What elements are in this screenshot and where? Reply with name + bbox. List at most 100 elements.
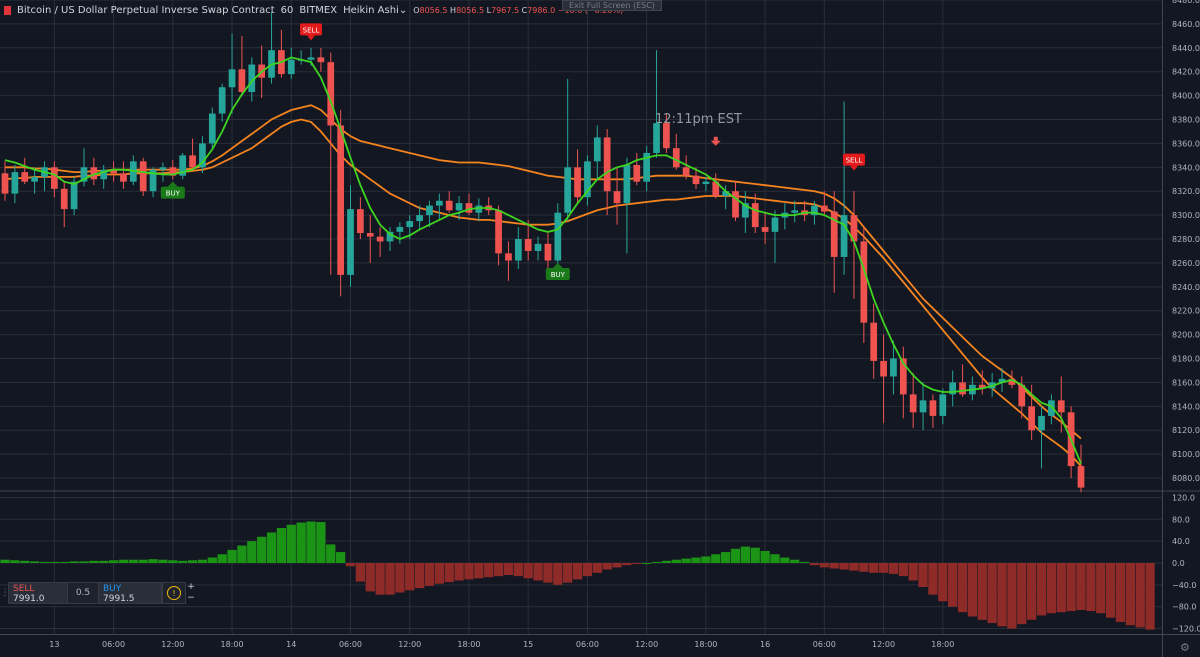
candle-body [702, 181, 710, 185]
histogram-bar [444, 563, 454, 583]
moving-averages [4, 104, 1082, 467]
candle-body [959, 382, 966, 395]
x-tick-label: 18:00 [694, 640, 717, 649]
histogram-bar [276, 528, 287, 563]
histogram-bar [454, 563, 464, 581]
candle-body [544, 243, 552, 261]
histogram-bar [612, 563, 622, 568]
histogram-bar [187, 560, 198, 563]
sell-signal-tag [300, 23, 323, 36]
histogram-bar [957, 563, 968, 613]
exit-fullscreen-button[interactable]: Exit Full Screen (ESC) [562, 0, 662, 11]
histogram-bar [128, 559, 138, 563]
info-button[interactable]: ! [162, 582, 186, 604]
candle-body [672, 148, 680, 168]
histogram-bar [681, 558, 691, 563]
histogram-bar [790, 559, 800, 563]
histogram-bar [158, 559, 168, 563]
histogram-bar [503, 563, 514, 576]
buy-button[interactable]: BUY 7991.5 [98, 582, 162, 604]
histogram-bar [168, 560, 178, 563]
candle-body [90, 167, 98, 180]
candles [1, 11, 1085, 493]
histogram-bar [602, 563, 612, 570]
histogram-bar [987, 563, 997, 624]
histogram-bar [918, 563, 928, 588]
histogram-bar [1145, 563, 1155, 630]
y-tick-label: 8300.0 [1172, 211, 1200, 220]
candle-body [179, 155, 187, 176]
time-annotation: 12:11pm EST [655, 112, 742, 127]
candle-body [890, 358, 897, 377]
histogram-bar [385, 563, 395, 595]
candle-body [1018, 384, 1026, 407]
candle-body [791, 210, 799, 213]
plus-icon[interactable]: + [187, 582, 195, 592]
histogram-bar [819, 563, 829, 568]
buy-label: BUY [103, 584, 122, 594]
candle-body [139, 161, 147, 192]
candle-body [327, 62, 335, 126]
x-tick-label: 06:00 [102, 640, 125, 649]
slow-ma-line-2 [4, 118, 1082, 467]
histogram-bar [10, 560, 20, 563]
candle-body [386, 231, 394, 242]
candle-body [149, 169, 157, 192]
candle-body [416, 215, 423, 222]
histogram-bar [296, 522, 306, 563]
histogram-bar [1135, 563, 1145, 628]
y-tick-label: 8280.0 [1172, 235, 1200, 244]
histogram-bar [770, 554, 780, 563]
x-tick-label: 12:00 [872, 640, 895, 649]
y-tick-label: −120.0 [1172, 625, 1200, 634]
x-tick-label: 16 [760, 640, 770, 649]
quantity-field[interactable]: 0.5 [68, 582, 98, 604]
buy-price: 7991.5 [103, 594, 135, 604]
arrow-down-icon [710, 140, 721, 146]
histogram-bar [1105, 563, 1116, 618]
candle-body [820, 205, 828, 212]
histogram-bar [1036, 563, 1047, 616]
y-tick-label: 8120.0 [1172, 426, 1200, 435]
candle-body [860, 241, 868, 323]
histogram-bar [79, 561, 89, 563]
candle-body [189, 155, 196, 168]
sell-button[interactable]: SELL 7991.0 [8, 582, 68, 604]
candle-body [1038, 415, 1045, 431]
y-tick-label: 8360.0 [1172, 139, 1200, 148]
histogram-bar [543, 563, 553, 583]
candle-body [712, 181, 720, 196]
candle-body [376, 236, 384, 242]
histogram-bar [563, 563, 573, 583]
minus-icon[interactable]: − [187, 593, 195, 603]
histogram-bar [1125, 563, 1135, 626]
histogram-bar [1017, 563, 1027, 625]
gear-icon[interactable]: ⚙ [1180, 641, 1190, 654]
candle-body [593, 137, 601, 162]
candle-body [435, 200, 443, 206]
histogram-bar [316, 522, 326, 563]
interval-label[interactable]: 60 [280, 4, 294, 16]
chart-style-select[interactable]: Heikin Ashi⌄ [343, 5, 407, 16]
buy-signal-pointer [167, 181, 178, 187]
buy-signal-tag [545, 267, 570, 280]
close-value: 7986.0 [527, 5, 556, 15]
drag-handle-icon[interactable]: ⋮ [0, 588, 10, 598]
candle-body [949, 382, 957, 395]
symbol-title[interactable]: Bitcoin / US Dollar Perpetual Inverse Sw… [17, 4, 275, 16]
histogram-bar [1076, 563, 1086, 610]
histogram-bar [523, 563, 533, 579]
histogram-bar [572, 563, 583, 580]
histogram-bar [395, 563, 405, 593]
momentum-histogram [0, 521, 1155, 630]
histogram-bar [69, 561, 79, 563]
qty-stepper[interactable]: + − [186, 582, 196, 604]
y-tick-label: −80.0 [1172, 603, 1197, 612]
candle-body [366, 233, 374, 237]
histogram-bar [1086, 563, 1096, 612]
candle-body [445, 200, 453, 211]
candle-body [159, 167, 167, 170]
sell-signal-pointer [849, 165, 858, 171]
